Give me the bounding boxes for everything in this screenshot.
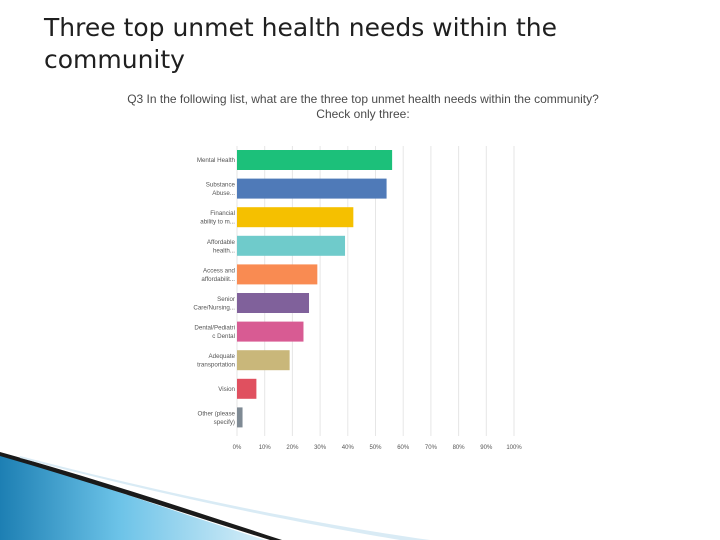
- bar: [237, 350, 290, 371]
- bar: [237, 378, 257, 399]
- category-label: c Dental: [212, 333, 235, 340]
- category-label: ability to m...: [200, 219, 235, 226]
- bar: [237, 293, 310, 313]
- bar: [237, 264, 318, 285]
- x-tick-label: 30%: [314, 445, 327, 451]
- x-tick-label: 0%: [233, 445, 242, 451]
- x-tick-label: 80%: [453, 445, 466, 451]
- chart-question-line-2: Check only three:: [316, 107, 410, 121]
- category-label: Senior: [217, 296, 235, 303]
- bar: [237, 321, 304, 342]
- x-tick-label: 10%: [259, 445, 272, 451]
- category-label: transportation: [197, 362, 235, 369]
- slide-title: Three top unmet health needs within the …: [44, 13, 557, 74]
- x-tick-label: 100%: [506, 445, 522, 451]
- x-tick-label: 20%: [286, 445, 299, 451]
- x-tick-label: 60%: [397, 445, 410, 451]
- bar: [237, 178, 387, 199]
- x-tick-labels: 0% 10% 20% 30% 40% 50% 60% 70% 80% 90% 100%: [233, 445, 523, 451]
- category-label: Adequate: [209, 353, 236, 360]
- x-tick-label: 90%: [480, 445, 493, 451]
- category-label: Other (please: [198, 410, 236, 417]
- category-label: Affordable: [207, 239, 236, 246]
- category-label: health...: [213, 247, 235, 254]
- x-tick-label: 70%: [425, 445, 438, 451]
- category-label: Care/Nursing...: [193, 304, 235, 311]
- bar: [237, 150, 393, 170]
- x-tick-label: 40%: [342, 445, 355, 451]
- category-label: Abuse...: [212, 190, 235, 197]
- bar: [237, 235, 346, 256]
- category-label: affordabilit...: [201, 276, 235, 283]
- category-label: Access and: [203, 267, 236, 274]
- chart-question-line-1: Q3 In the following list, what are the t…: [127, 92, 599, 106]
- decorative-swoosh: [0, 452, 430, 540]
- category-label: Substance: [206, 182, 236, 189]
- category-label: specify): [214, 419, 235, 426]
- bar: [237, 207, 354, 228]
- chart-question: Q3 In the following list, what are the t…: [80, 92, 646, 122]
- category-label: Mental Health: [197, 157, 236, 164]
- bars: [237, 150, 393, 428]
- category-label: Vision: [218, 386, 235, 393]
- category-label: Financial: [210, 210, 235, 217]
- category-label: Dental/Pediatri: [194, 325, 235, 332]
- x-tick-label: 50%: [369, 445, 382, 451]
- bar: [237, 407, 243, 428]
